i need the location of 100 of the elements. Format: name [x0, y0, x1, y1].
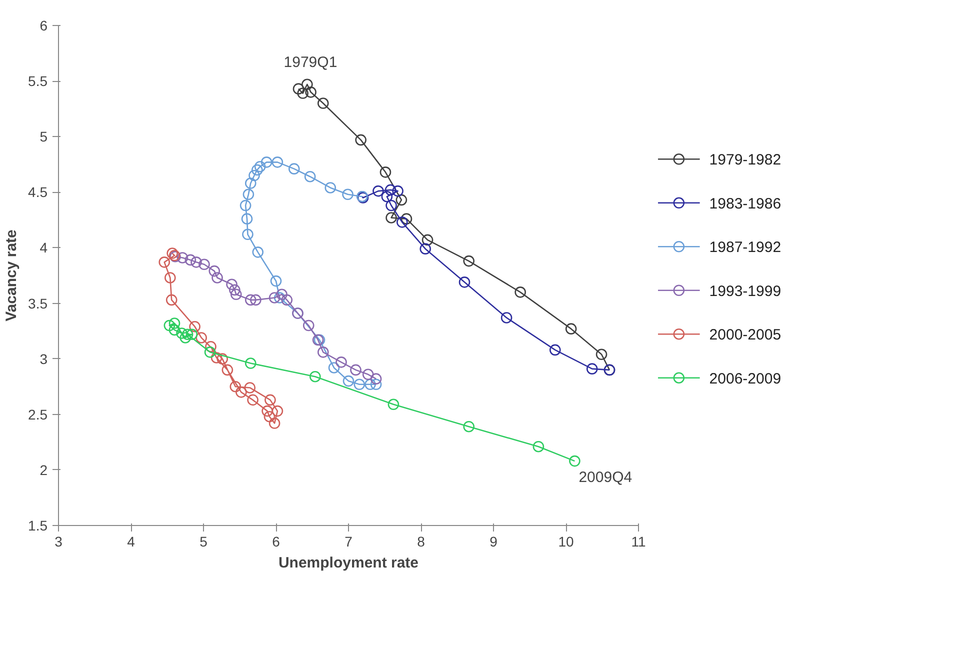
point	[196, 332, 207, 344]
point	[302, 320, 314, 332]
point	[242, 228, 254, 240]
point	[420, 243, 431, 254]
point	[226, 278, 238, 290]
point	[392, 185, 404, 197]
y-tick-label: 5.5	[28, 73, 48, 90]
point	[586, 363, 598, 374]
point	[336, 356, 347, 368]
point	[384, 184, 396, 196]
point	[229, 284, 240, 296]
legend-label: 2000-2005	[709, 326, 782, 344]
point	[268, 418, 280, 429]
point	[458, 276, 470, 288]
x-tick-label: 7	[344, 534, 353, 550]
point	[230, 288, 242, 300]
y-tick-label: 3.5	[28, 295, 48, 312]
point	[262, 405, 273, 417]
point	[244, 178, 256, 189]
point	[252, 246, 264, 258]
point	[250, 294, 262, 306]
legend-label: 1979-1982	[709, 152, 782, 169]
x-tick-label: 6	[272, 534, 280, 550]
legend-label: 1983-1986	[709, 195, 782, 212]
point	[264, 410, 276, 422]
x-axis-title: Unemployment rate	[278, 554, 419, 572]
point	[372, 185, 384, 197]
point	[355, 134, 366, 146]
point	[236, 386, 247, 398]
point	[168, 324, 180, 336]
point	[354, 378, 366, 390]
point	[248, 170, 260, 182]
y-tick-label: 6	[40, 18, 48, 34]
x-tick-label: 8	[417, 534, 426, 550]
point	[324, 182, 336, 194]
point	[381, 190, 393, 202]
point	[244, 382, 256, 394]
point	[380, 166, 392, 178]
point	[370, 373, 382, 384]
point	[272, 405, 284, 417]
annotation: 2009Q4	[578, 469, 632, 486]
point	[342, 188, 354, 200]
x-tick-label: 4	[127, 534, 136, 550]
point	[190, 256, 202, 268]
point	[386, 212, 397, 224]
x-tick-label: 9	[490, 534, 498, 550]
point	[272, 156, 284, 168]
point	[350, 364, 362, 376]
point	[264, 394, 276, 406]
y-tick-label: 2.5	[28, 406, 48, 422]
point	[596, 348, 608, 360]
point	[208, 265, 220, 277]
x-tick-label: 11	[631, 534, 646, 550]
x-tick-label: 3	[54, 534, 63, 550]
point	[244, 294, 256, 306]
point	[247, 394, 258, 406]
legend-label: 2006-2009	[709, 370, 782, 388]
x-tick-label: 10	[558, 534, 574, 550]
point	[342, 375, 354, 387]
point	[463, 420, 474, 432]
point	[310, 370, 321, 382]
point	[463, 255, 474, 267]
point	[166, 294, 178, 306]
y-tick-label: 2	[40, 462, 48, 478]
point	[400, 213, 412, 224]
point	[242, 188, 254, 200]
point	[305, 86, 316, 98]
point	[158, 256, 170, 268]
point	[176, 252, 188, 264]
point	[370, 378, 382, 390]
point	[422, 234, 434, 246]
point	[240, 200, 252, 212]
point	[532, 440, 544, 452]
point	[276, 288, 288, 300]
point	[317, 98, 329, 109]
y-tick-label: 3	[40, 350, 48, 367]
x-tick-label: 5	[200, 534, 208, 550]
legend-label: 1993-1999	[709, 282, 782, 300]
point	[288, 163, 300, 174]
point	[386, 200, 397, 212]
point	[180, 332, 192, 344]
point	[274, 292, 286, 304]
point	[281, 294, 293, 306]
point	[176, 328, 188, 339]
y-tick-label: 1.5	[28, 518, 48, 534]
point	[292, 83, 304, 94]
point	[302, 78, 313, 90]
annotation: 1979Q1	[284, 54, 338, 71]
point	[569, 455, 580, 467]
y-axis-title: Vacancy rate	[3, 230, 20, 322]
point	[204, 346, 216, 358]
point	[268, 292, 280, 304]
point	[210, 352, 222, 364]
point	[500, 312, 512, 324]
legend-label: 1987-1992	[709, 239, 782, 256]
point	[565, 323, 577, 334]
point	[166, 248, 178, 259]
point	[164, 320, 176, 332]
point	[164, 272, 176, 284]
point	[388, 398, 400, 410]
